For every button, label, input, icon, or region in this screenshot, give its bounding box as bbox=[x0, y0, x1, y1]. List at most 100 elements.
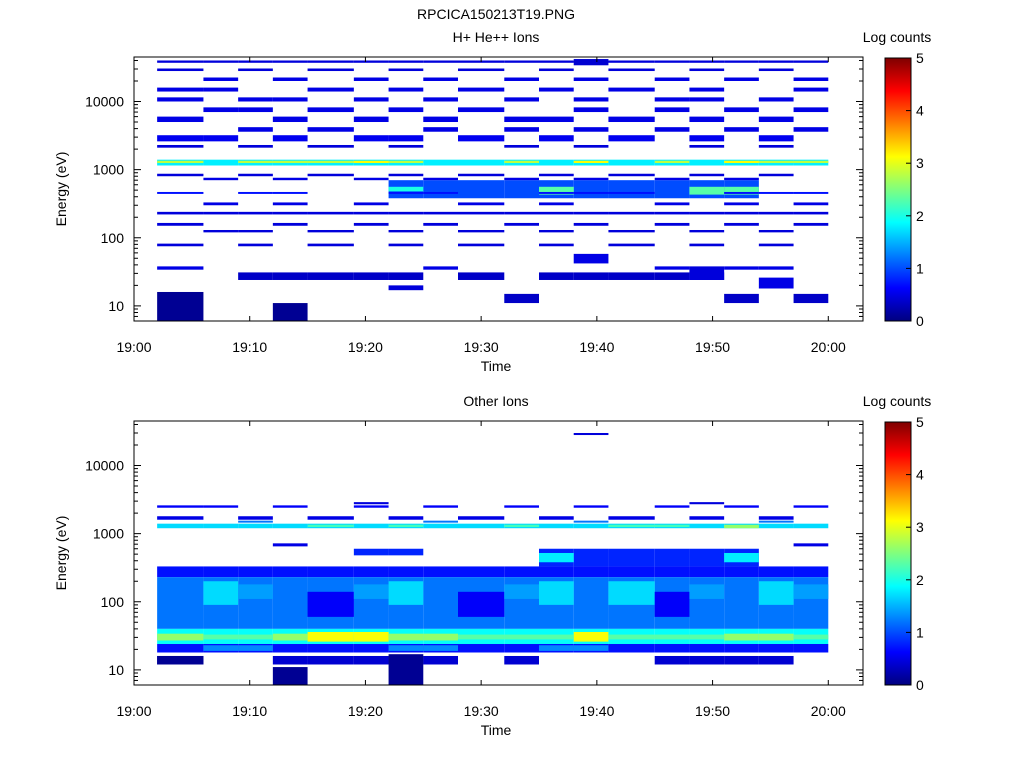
heatmap-cell bbox=[203, 107, 239, 113]
heatmap-cell bbox=[689, 548, 725, 567]
heatmap-cell bbox=[793, 107, 829, 113]
heatmap-cell bbox=[423, 645, 458, 651]
heatmap-cell bbox=[353, 548, 389, 556]
heatmap-cell bbox=[539, 211, 574, 215]
heatmap-cell bbox=[654, 524, 690, 528]
heatmap-cell bbox=[654, 60, 690, 63]
heatmap-cell bbox=[307, 87, 354, 92]
heatmap-cell bbox=[504, 77, 539, 81]
heatmap-cell bbox=[724, 505, 759, 508]
heatmap-cell bbox=[539, 552, 574, 563]
heatmap-cell bbox=[388, 60, 424, 63]
heatmap-cell bbox=[654, 272, 690, 280]
heatmap-cell bbox=[504, 127, 539, 132]
heatmap-cell bbox=[724, 160, 759, 164]
heatmap-cell bbox=[758, 516, 794, 520]
heatmap-cell bbox=[353, 202, 389, 206]
heatmap-cell bbox=[724, 293, 759, 304]
heatmap-cell bbox=[654, 127, 690, 132]
heatmap-cell bbox=[504, 634, 539, 640]
heatmap-cell bbox=[573, 520, 609, 523]
heatmap-cell bbox=[353, 211, 389, 215]
heatmap-cell bbox=[388, 581, 424, 605]
heatmap-cell bbox=[689, 243, 725, 247]
panel-title: Other Ions bbox=[463, 393, 528, 409]
y-tick-label: 10000 bbox=[85, 94, 124, 110]
heatmap-cell bbox=[539, 116, 574, 123]
heatmap-cell bbox=[353, 77, 389, 81]
colorbar-label: Log counts bbox=[863, 29, 932, 45]
heatmap-cell bbox=[539, 68, 574, 72]
y-tick-label: 1000 bbox=[93, 162, 124, 178]
y-tick-label: 10 bbox=[108, 298, 124, 314]
heatmap-cell bbox=[157, 577, 204, 629]
heatmap-cell bbox=[423, 97, 458, 102]
heatmap-cells bbox=[157, 432, 829, 685]
heatmap-cell bbox=[203, 60, 239, 63]
heatmap-cell bbox=[793, 523, 829, 529]
heatmap-cell bbox=[504, 524, 539, 528]
heatmap-cell bbox=[238, 60, 273, 63]
heatmap-cell bbox=[573, 97, 609, 102]
heatmap-cell bbox=[573, 432, 609, 436]
heatmap-cell bbox=[539, 135, 574, 142]
heatmap-cell bbox=[793, 293, 829, 304]
heatmap-cell bbox=[307, 524, 354, 528]
heatmap-cell bbox=[689, 159, 725, 166]
heatmap-cell bbox=[272, 577, 308, 629]
heatmap-cell bbox=[724, 211, 759, 215]
heatmap-cell bbox=[238, 144, 273, 148]
heatmap-cell bbox=[458, 516, 505, 520]
heatmap-cell bbox=[608, 159, 655, 166]
heatmap-cell bbox=[539, 202, 574, 206]
heatmap-cell bbox=[388, 272, 424, 280]
heatmap-cell bbox=[793, 584, 829, 599]
heatmap-cell bbox=[203, 581, 239, 605]
heatmap-cell bbox=[654, 202, 690, 206]
heatmap-cell bbox=[608, 243, 655, 247]
y-tick-label: 1000 bbox=[93, 526, 124, 542]
heatmap-cell bbox=[608, 566, 655, 578]
heatmap-cell bbox=[654, 160, 690, 164]
heatmap-cell bbox=[203, 645, 239, 651]
colorbar-tick-label: 2 bbox=[916, 208, 924, 224]
heatmap-cell bbox=[458, 643, 505, 653]
heatmap-cell bbox=[539, 173, 574, 177]
heatmap-cell bbox=[203, 634, 239, 640]
heatmap-cell bbox=[157, 97, 204, 102]
heatmap-cell bbox=[608, 191, 655, 194]
y-tick-label: 100 bbox=[101, 230, 125, 246]
heatmap-cell bbox=[388, 211, 424, 215]
heatmap-cell bbox=[758, 60, 794, 63]
heatmap-cell bbox=[724, 633, 759, 641]
heatmap-cell bbox=[238, 127, 273, 132]
y-axis: 10 100 1000 10000 bbox=[85, 59, 863, 322]
heatmap-cell bbox=[504, 566, 539, 578]
x-axis: 19:00 19:10 19:20 19:30 19:40 19:50 20:00 bbox=[116, 57, 846, 355]
heatmap-cell bbox=[689, 87, 725, 92]
heatmap-cell bbox=[539, 87, 574, 92]
heatmap-cell bbox=[272, 222, 308, 226]
heatmap-cell bbox=[238, 523, 273, 529]
x-tick-label: 19:10 bbox=[232, 339, 267, 355]
heatmap-cell bbox=[724, 202, 759, 206]
heatmap-cell bbox=[238, 566, 273, 578]
heatmap-cell bbox=[423, 60, 458, 63]
heatmap-cell bbox=[539, 60, 574, 63]
heatmap-cell bbox=[539, 243, 574, 247]
heatmap-cell bbox=[689, 60, 725, 63]
heatmap-cell bbox=[689, 68, 725, 72]
heatmap-cell bbox=[758, 633, 794, 641]
heatmap-cell bbox=[689, 211, 725, 215]
heatmap-cell bbox=[157, 173, 204, 177]
x-axis-label: Time bbox=[481, 358, 512, 374]
heatmap-cell bbox=[353, 566, 389, 578]
heatmap-cell bbox=[157, 243, 204, 247]
plot-frame bbox=[133, 56, 864, 322]
heatmap-cell bbox=[353, 177, 389, 181]
heatmap-cell bbox=[458, 68, 505, 72]
heatmap-cell bbox=[388, 107, 424, 113]
heatmap-cell bbox=[388, 654, 424, 685]
heatmap-cell bbox=[573, 645, 609, 651]
heatmap-cell bbox=[458, 566, 505, 578]
